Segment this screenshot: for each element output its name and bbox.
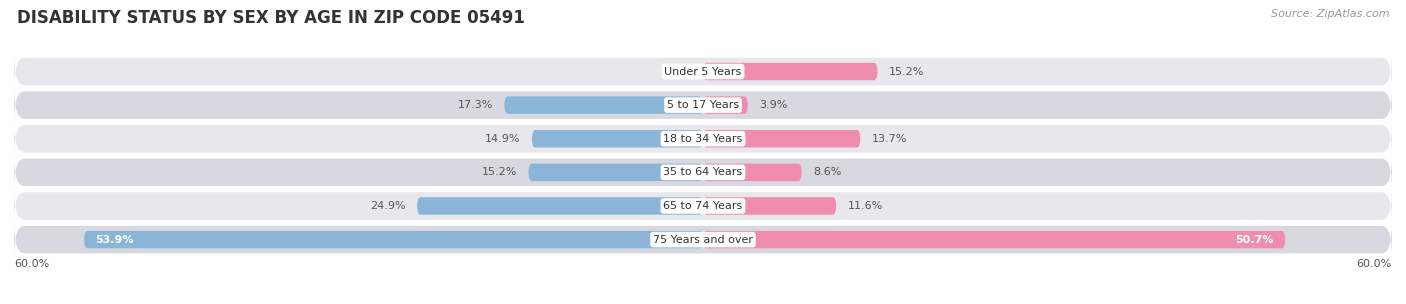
Text: 53.9%: 53.9% bbox=[96, 235, 134, 245]
FancyBboxPatch shape bbox=[14, 122, 1392, 155]
Text: 3.9%: 3.9% bbox=[759, 100, 787, 110]
FancyBboxPatch shape bbox=[703, 96, 748, 114]
Text: Under 5 Years: Under 5 Years bbox=[665, 67, 741, 77]
Text: 24.9%: 24.9% bbox=[370, 201, 405, 211]
FancyBboxPatch shape bbox=[14, 55, 1392, 88]
FancyBboxPatch shape bbox=[14, 156, 1392, 189]
Text: 60.0%: 60.0% bbox=[1357, 259, 1392, 269]
Text: 0.0%: 0.0% bbox=[664, 67, 692, 77]
Text: 60.0%: 60.0% bbox=[14, 259, 49, 269]
FancyBboxPatch shape bbox=[505, 96, 703, 114]
Text: 15.2%: 15.2% bbox=[889, 67, 924, 77]
FancyBboxPatch shape bbox=[84, 231, 703, 248]
FancyBboxPatch shape bbox=[14, 89, 1392, 122]
Text: DISABILITY STATUS BY SEX BY AGE IN ZIP CODE 05491: DISABILITY STATUS BY SEX BY AGE IN ZIP C… bbox=[17, 9, 524, 27]
Text: 75 Years and over: 75 Years and over bbox=[652, 235, 754, 245]
FancyBboxPatch shape bbox=[529, 164, 703, 181]
FancyBboxPatch shape bbox=[531, 130, 703, 147]
Text: 14.9%: 14.9% bbox=[485, 134, 520, 144]
Text: 8.6%: 8.6% bbox=[813, 168, 842, 177]
FancyBboxPatch shape bbox=[703, 164, 801, 181]
Text: 18 to 34 Years: 18 to 34 Years bbox=[664, 134, 742, 144]
FancyBboxPatch shape bbox=[418, 197, 703, 215]
FancyBboxPatch shape bbox=[14, 189, 1392, 223]
Text: 65 to 74 Years: 65 to 74 Years bbox=[664, 201, 742, 211]
Text: 13.7%: 13.7% bbox=[872, 134, 907, 144]
Text: 5 to 17 Years: 5 to 17 Years bbox=[666, 100, 740, 110]
FancyBboxPatch shape bbox=[703, 231, 1285, 248]
Text: Source: ZipAtlas.com: Source: ZipAtlas.com bbox=[1271, 9, 1389, 19]
FancyBboxPatch shape bbox=[703, 130, 860, 147]
FancyBboxPatch shape bbox=[14, 223, 1392, 256]
FancyBboxPatch shape bbox=[703, 197, 837, 215]
Text: 11.6%: 11.6% bbox=[848, 201, 883, 211]
Text: 17.3%: 17.3% bbox=[457, 100, 494, 110]
Text: 50.7%: 50.7% bbox=[1236, 235, 1274, 245]
Text: 15.2%: 15.2% bbox=[482, 168, 517, 177]
Text: 35 to 64 Years: 35 to 64 Years bbox=[664, 168, 742, 177]
FancyBboxPatch shape bbox=[703, 63, 877, 80]
